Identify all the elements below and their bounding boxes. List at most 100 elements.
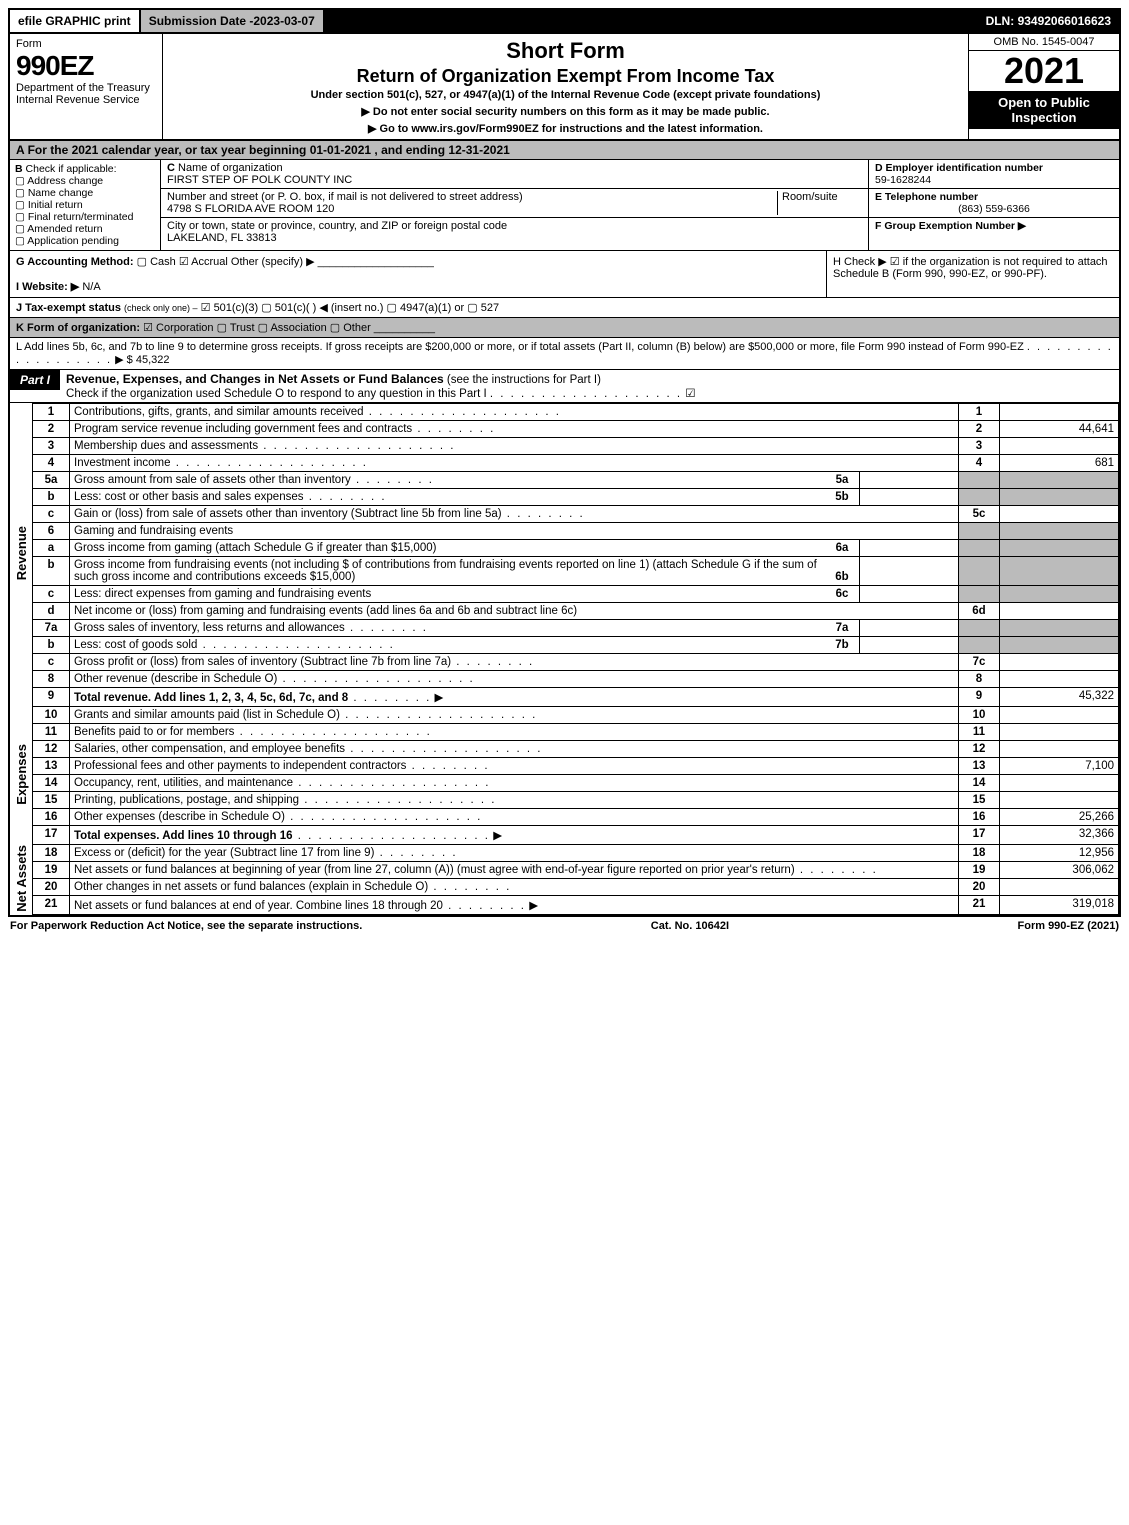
part1-title-text: Revenue, Expenses, and Changes in Net As… xyxy=(66,372,444,386)
form-outer: Form 990EZ Department of the Treasury In… xyxy=(8,34,1121,917)
checkbox-icon[interactable]: ▢ xyxy=(387,302,397,314)
opt-address: Address change xyxy=(27,175,103,187)
header-left: Form 990EZ Department of the Treasury In… xyxy=(10,34,163,139)
table-row: 5a Gross amount from sale of assets othe… xyxy=(10,472,1119,489)
shaded-cell xyxy=(1000,523,1119,540)
footer-mid: Cat. No. 10642I xyxy=(651,920,729,932)
j-sub: (check only one) – xyxy=(124,303,198,313)
checkbox-icon[interactable]: ▢ xyxy=(137,256,147,268)
table-row: 6 Gaming and fundraising events xyxy=(10,523,1119,540)
sub-val xyxy=(860,620,959,637)
checkbox-checked-icon[interactable]: ☑ xyxy=(890,256,900,268)
h-pre: H Check ▶ xyxy=(833,256,890,268)
submission-date: Submission Date - 2023-03-07 xyxy=(141,10,325,32)
checkbox-icon[interactable]: ▢ xyxy=(15,235,25,247)
city-value: LAKELAND, FL 33813 xyxy=(167,232,277,244)
shaded-cell xyxy=(1000,540,1119,557)
dots-icon xyxy=(299,794,496,806)
row-j: J Tax-exempt status (check only one) – ☑… xyxy=(10,298,1119,318)
sub-num: 5a xyxy=(825,472,860,489)
dots-icon xyxy=(451,656,534,668)
line-val: 44,641 xyxy=(1000,421,1119,438)
checkbox-icon[interactable]: ▢ xyxy=(261,302,271,314)
checkbox-checked-icon[interactable]: ☑ xyxy=(201,302,211,314)
shaded-cell xyxy=(1000,586,1119,603)
line-num: 19 xyxy=(33,862,70,879)
part1-label: Part I xyxy=(10,370,60,390)
open-inspection: Open to Public Inspection xyxy=(969,91,1119,129)
checkbox-icon[interactable]: ▢ xyxy=(15,187,25,199)
efile-print[interactable]: efile GRAPHIC print xyxy=(10,10,141,32)
shaded-cell xyxy=(959,557,1000,586)
shaded-cell xyxy=(959,523,1000,540)
row-a: A For the 2021 calendar year, or tax yea… xyxy=(10,141,1119,160)
col-b-check: Check if applicable: xyxy=(26,163,117,175)
irs-label: Internal Revenue Service xyxy=(16,94,156,106)
col-b: B Check if applicable: ▢ Address change … xyxy=(10,160,161,250)
row-h: H Check ▶ ☑ if the organization is not r… xyxy=(826,251,1119,297)
header-row: Form 990EZ Department of the Treasury In… xyxy=(10,34,1119,141)
k-trust: Trust xyxy=(230,322,255,334)
checkbox-icon[interactable]: ▢ xyxy=(467,302,477,314)
checkbox-checked-icon[interactable]: ☑ xyxy=(685,388,695,400)
dots-icon xyxy=(348,692,431,704)
line-desc: Gaming and fundraising events xyxy=(74,525,233,537)
footer-right: Form 990-EZ (2021) xyxy=(1018,920,1120,932)
line-rnum: 9 xyxy=(959,688,1000,707)
line-desc: Less: direct expenses from gaming and fu… xyxy=(74,588,371,600)
opt-name: Name change xyxy=(28,187,93,199)
part1-table: Revenue 1 Contributions, gifts, grants, … xyxy=(10,403,1119,915)
line-rnum: 2 xyxy=(959,421,1000,438)
checkbox-icon[interactable]: ▢ xyxy=(330,322,340,334)
dots-icon xyxy=(277,673,474,685)
tax-year: 2021 xyxy=(969,51,1119,91)
shaded-cell xyxy=(959,540,1000,557)
line-desc: Other changes in net assets or fund bala… xyxy=(74,881,428,893)
line-num: 13 xyxy=(33,758,70,775)
line-rnum: 18 xyxy=(959,845,1000,862)
arrow-icon: ▶ xyxy=(435,692,444,704)
checkbox-icon[interactable]: ▢ xyxy=(15,175,25,187)
goto-note: ▶ Go to www.irs.gov/Form990EZ for instru… xyxy=(171,122,960,135)
table-row: 4 Investment income 4 681 xyxy=(10,455,1119,472)
dots-icon xyxy=(258,440,455,452)
line-desc: Excess or (deficit) for the year (Subtra… xyxy=(74,847,374,859)
line-desc: Other revenue (describe in Schedule O) xyxy=(74,673,277,685)
checkbox-checked-icon[interactable]: ☑ xyxy=(179,256,189,268)
sub-num: 7a xyxy=(825,620,860,637)
irs-link[interactable]: www.irs.gov/Form990EZ xyxy=(411,123,538,135)
checkbox-icon[interactable]: ▢ xyxy=(15,199,25,211)
opt-pending: Application pending xyxy=(27,235,119,247)
line-rnum: 12 xyxy=(959,741,1000,758)
checkbox-icon[interactable]: ▢ xyxy=(258,322,268,334)
checkbox-icon[interactable]: ▢ xyxy=(15,223,25,235)
goto-post: for instructions and the latest informat… xyxy=(542,123,763,135)
checkbox-icon[interactable]: ▢ xyxy=(15,211,25,223)
sub-num: 6c xyxy=(825,586,860,603)
line-desc: Other expenses (describe in Schedule O) xyxy=(74,811,285,823)
line-num: 6 xyxy=(33,523,70,540)
checkbox-icon[interactable]: ▢ xyxy=(217,322,227,334)
dots-icon xyxy=(234,726,431,738)
opt-amended: Amended return xyxy=(27,223,102,235)
line-val xyxy=(1000,879,1119,896)
footer-right-pre: Form xyxy=(1018,920,1049,932)
line-desc: Benefits paid to or for members xyxy=(74,726,234,738)
phone-row: E Telephone number (863) 559-6366 xyxy=(869,189,1119,218)
line-desc: Gross amount from sale of assets other t… xyxy=(74,474,351,486)
line-val xyxy=(1000,671,1119,688)
dots-icon xyxy=(374,847,457,859)
table-row: 13 Professional fees and other payments … xyxy=(10,758,1119,775)
line-val: 25,266 xyxy=(1000,809,1119,826)
ein-value: 59-1628244 xyxy=(875,174,1113,186)
k-corp: Corporation xyxy=(156,322,213,334)
checkbox-checked-icon[interactable]: ☑ xyxy=(143,322,153,334)
col-c: C Name of organization FIRST STEP OF POL… xyxy=(161,160,868,250)
j-501c3: 501(c)(3) xyxy=(214,302,259,314)
line-num: a xyxy=(33,540,70,557)
dots-icon xyxy=(304,491,387,503)
sub-val xyxy=(860,557,959,586)
line-desc: Grants and similar amounts paid (list in… xyxy=(74,709,340,721)
table-row: 14 Occupancy, rent, utilities, and maint… xyxy=(10,775,1119,792)
row-g: G Accounting Method: ▢ Cash ☑ Accrual Ot… xyxy=(10,251,826,297)
